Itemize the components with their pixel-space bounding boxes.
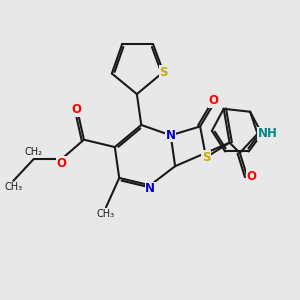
Text: O: O — [72, 103, 82, 116]
Text: S: S — [159, 65, 168, 79]
Text: CH₃: CH₃ — [4, 182, 22, 192]
Text: O: O — [208, 94, 218, 107]
Text: N: N — [166, 129, 176, 142]
Text: CH₃: CH₃ — [97, 209, 115, 219]
Text: NH: NH — [258, 127, 278, 140]
Text: S: S — [202, 151, 210, 164]
Text: O: O — [247, 170, 256, 183]
Text: CH₂: CH₂ — [25, 147, 43, 158]
Text: N: N — [145, 182, 155, 195]
Text: O: O — [57, 157, 67, 170]
